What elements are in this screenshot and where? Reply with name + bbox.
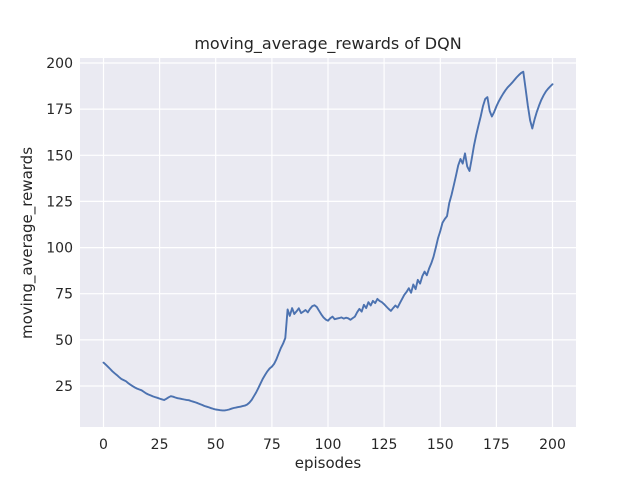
x-tick-label: 100 [315,437,342,453]
y-tick-label: 75 [55,287,73,303]
y-tick-label: 50 [55,333,73,349]
x-tick-label: 0 [99,437,108,453]
y-tick-label: 25 [55,379,73,395]
x-tick-label: 50 [207,437,225,453]
x-tick-label: 200 [539,437,566,453]
x-tick-label: 125 [371,437,398,453]
y-tick-label: 125 [46,194,73,210]
x-axis-label: episodes [294,454,362,472]
x-tick-label: 75 [263,437,281,453]
reward-series-line [102,70,554,412]
y-tick-label: 175 [46,102,73,118]
y-tick-label: 100 [46,241,73,257]
y-tick-label: 150 [46,148,73,164]
chart-title: moving_average_rewards of DQN [194,34,462,53]
x-tick-label: 25 [151,437,169,453]
y-axis-label: moving_average_rewards [18,146,36,340]
y-tick-label: 200 [46,56,73,72]
x-tick-label: 175 [483,437,510,453]
x-tick-label: 150 [427,437,454,453]
